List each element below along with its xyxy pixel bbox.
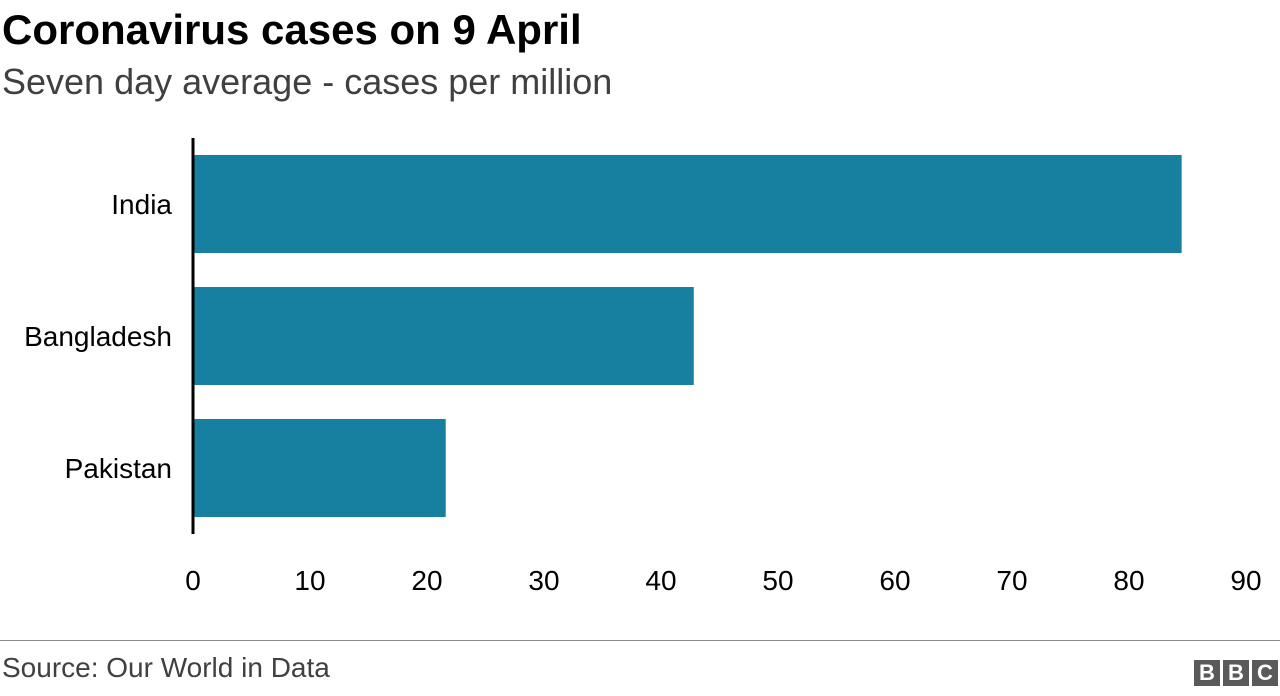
tick-labels-layer: 0 10 20 30 40 50 60 70 80 90 xyxy=(185,565,1261,596)
category-label: Pakistan xyxy=(65,453,172,484)
x-tick-label: 40 xyxy=(645,565,676,596)
x-tick-label: 70 xyxy=(996,565,1027,596)
x-tick-label: 60 xyxy=(879,565,910,596)
bars-layer xyxy=(193,155,1182,517)
logo-letter-1: B xyxy=(1194,660,1220,686)
bbc-logo: B B C xyxy=(1194,660,1278,686)
bar-pakistan xyxy=(193,419,446,517)
chart-title: Coronavirus cases on 9 April xyxy=(2,6,582,53)
x-tick-label: 30 xyxy=(528,565,559,596)
x-tick-label: 80 xyxy=(1113,565,1144,596)
category-labels-layer: India Bangladesh Pakistan xyxy=(24,189,172,484)
bar-chart: India Bangladesh Pakistan 0 10 20 30 40 50 60 70 8… xyxy=(24,138,1262,596)
chart-subtitle: Seven day average - cases per million xyxy=(2,61,613,102)
category-label: India xyxy=(111,189,172,220)
bar-india xyxy=(193,155,1182,253)
x-tick-label: 10 xyxy=(294,565,325,596)
x-tick-label: 50 xyxy=(762,565,793,596)
x-tick-label: 20 xyxy=(411,565,442,596)
logo-letter-2: B xyxy=(1223,660,1249,686)
x-tick-label: 90 xyxy=(1230,565,1261,596)
source-note: Source: Our World in Data xyxy=(2,652,330,683)
footer-divider xyxy=(0,640,1280,641)
category-label: Bangladesh xyxy=(24,321,172,352)
bar-bangladesh xyxy=(193,287,694,385)
x-tick-label: 0 xyxy=(185,565,201,596)
logo-letter-3: C xyxy=(1252,660,1278,686)
